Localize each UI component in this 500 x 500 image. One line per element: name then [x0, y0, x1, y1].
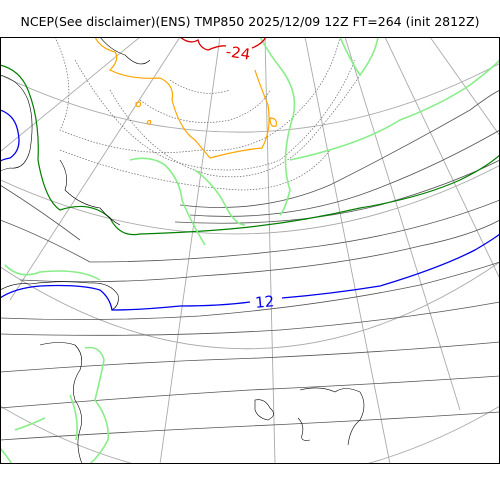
weather-map: -24 12 [0, 37, 500, 464]
light-green-line [4, 264, 101, 281]
isotherm-red [251, 37, 267, 49]
dotted-isotherms [54, 37, 371, 191]
isotherm-orange-loop [269, 117, 277, 127]
meridian-8 [429, 37, 500, 137]
lat-circle-4 [0, 405, 500, 464]
isotherm-line [189, 129, 500, 217]
coastline [0, 281, 119, 311]
isotherm-line [0, 184, 81, 241]
coastline [297, 417, 311, 441]
isotherm-orange-loop [135, 101, 142, 108]
label-pos12: 12 [254, 292, 275, 312]
isotherm-line [0, 199, 500, 263]
isotherm-dark-green [0, 64, 500, 236]
light-green-line [129, 157, 206, 246]
light-green-contours [0, 37, 500, 464]
isotherm-line [0, 261, 500, 320]
graticule-meridians [0, 37, 500, 464]
meridian-6 [344, 37, 461, 411]
dotted-isotherm [54, 37, 341, 153]
lat-circle-2 [0, 164, 500, 235]
label-neg24: -24 [225, 42, 252, 63]
light-green-line [339, 37, 379, 77]
isotherm-line [0, 341, 500, 373]
meridian-2 [9, 37, 181, 301]
dotted-isotherm [74, 59, 356, 171]
thin-isotherms [0, 89, 500, 441]
map-title: NCEP(See disclaimer)(ENS) TMP850 2025/12… [20, 14, 480, 29]
light-green-line [259, 37, 296, 216]
coastline [39, 342, 83, 464]
isotherm-orange-loop [146, 119, 152, 125]
dotted-isotherm [59, 149, 331, 191]
isotherm-line [0, 411, 500, 441]
isotherm-blue [0, 284, 251, 311]
isotherm-orange [94, 37, 270, 159]
meridian-3 [159, 37, 221, 464]
light-green-line [84, 346, 110, 464]
isotherm-line [179, 89, 500, 208]
coastline [59, 159, 121, 226]
isotherm-blue [281, 233, 500, 299]
isotherm-line [0, 301, 500, 336]
coastline [299, 387, 365, 446]
coastlines [0, 37, 365, 464]
meridian-5 [304, 37, 391, 464]
light-green-line [289, 59, 500, 161]
isotherm-blue-west [0, 109, 20, 163]
meridian-1 [0, 37, 141, 153]
coastline [254, 399, 274, 421]
light-green-line [14, 417, 46, 431]
isotherm-line [19, 219, 500, 283]
dotted-isotherm [139, 89, 271, 123]
graticule-latitudes [0, 62, 500, 464]
dotted-isotherm [169, 79, 231, 94]
light-green-line [0, 447, 13, 464]
light-green-line [69, 394, 78, 441]
meridian-4 [264, 37, 276, 464]
map-frame [0, 37, 500, 464]
meridian-7 [384, 37, 500, 281]
coastline [0, 74, 33, 173]
isotherm-line [174, 159, 500, 224]
isotherm-red [179, 37, 227, 51]
light-green-line [194, 169, 246, 226]
coastline [99, 37, 151, 65]
lat-circle-3 [0, 261, 500, 350]
